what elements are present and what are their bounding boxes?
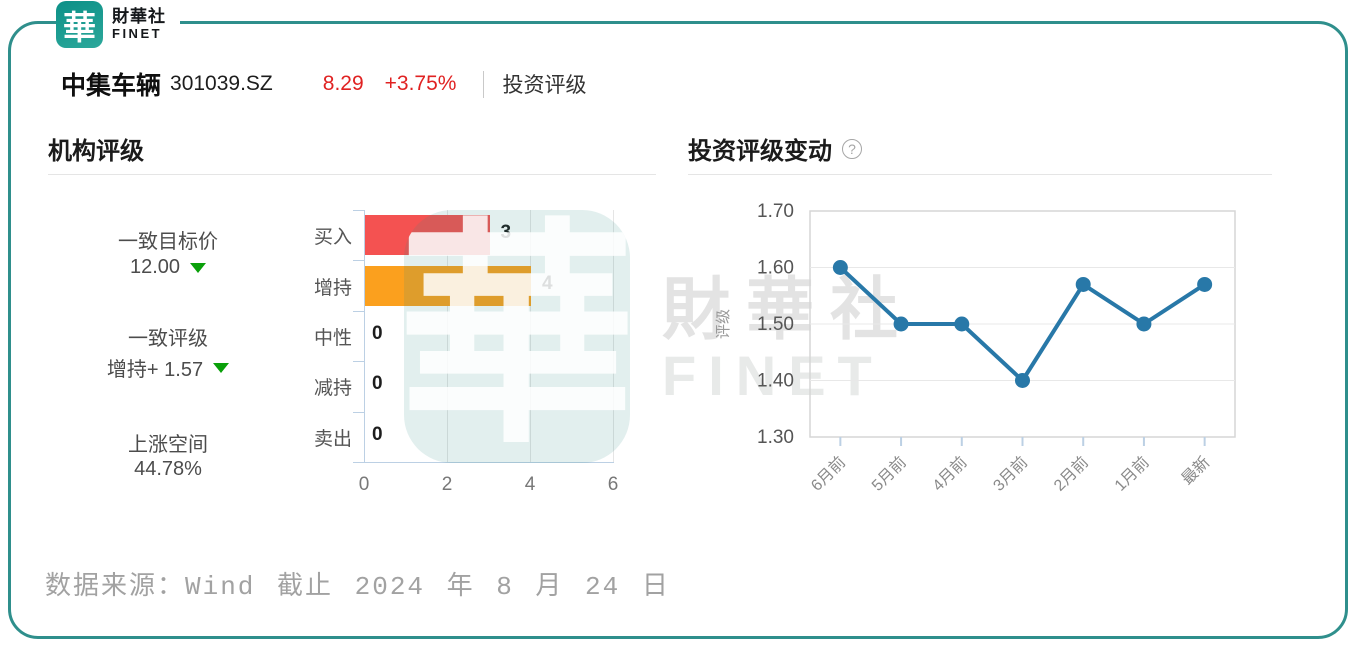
bar-x-tick-label: 4 bbox=[524, 474, 536, 495]
bar-axis-tick bbox=[353, 361, 364, 363]
bar-value-label: 0 bbox=[372, 323, 383, 344]
watermark-text-cn: 財華社 bbox=[662, 272, 915, 348]
stock-price: 8.29 bbox=[322, 72, 364, 95]
bar-x-axis-line bbox=[364, 462, 614, 463]
bar-value-label: 0 bbox=[372, 423, 383, 445]
section-title-rating-change: 投资评级变动 ? bbox=[688, 131, 862, 166]
stat-upside-value: 44.78% bbox=[134, 458, 202, 480]
bar-value-label: 4 bbox=[542, 272, 553, 294]
line-y-tick-label: 1.70 bbox=[757, 201, 794, 222]
stat-target-price-label: 一致目标价 bbox=[118, 231, 218, 253]
line-y-tick-label: 1.30 bbox=[757, 427, 794, 448]
line-x-tick-label: 6月前 bbox=[808, 453, 850, 495]
bar-axis-tick bbox=[353, 260, 364, 262]
stat-consensus-rating-value: 增持+ 1.57 bbox=[68, 353, 268, 382]
tab-investment-rating[interactable]: 投资评级 bbox=[502, 74, 587, 97]
line-data-point bbox=[1197, 276, 1213, 292]
watermark-logo: 華 bbox=[404, 210, 630, 463]
watermark-text-en: FINET bbox=[662, 344, 884, 407]
bar bbox=[365, 265, 531, 306]
bar-x-tick-label: 0 bbox=[358, 474, 370, 495]
line-data-point bbox=[893, 316, 909, 332]
line-x-tick-label: 1月前 bbox=[1111, 453, 1153, 495]
content-card-border bbox=[8, 21, 1348, 639]
bar-gridline bbox=[530, 210, 531, 462]
line-y-tick-label: 1.50 bbox=[757, 314, 794, 335]
down-triangle-icon bbox=[190, 262, 207, 273]
bar-x-tick-label: 2 bbox=[441, 474, 453, 495]
bar-category-label: 减持 bbox=[313, 378, 352, 400]
bar-axis-tick bbox=[353, 310, 364, 312]
bar-category-label: 增持 bbox=[313, 277, 352, 299]
stock-name: 中集车辆 bbox=[61, 72, 162, 100]
line-data-point bbox=[1136, 316, 1152, 332]
logo-brand-cn: 財華社 bbox=[112, 7, 166, 27]
line-data-point bbox=[832, 260, 848, 275]
help-icon[interactable]: ? bbox=[842, 138, 862, 159]
line-x-tick-label: 4月前 bbox=[929, 453, 971, 495]
consensus-rating-value: 增持+ 1.57 bbox=[106, 359, 204, 381]
bar-category-label: 中性 bbox=[313, 328, 352, 349]
bar-category-label: 卖出 bbox=[313, 428, 352, 450]
data-source-note: 数据来源：Wind 截止 2024 年 8 月 24 日 bbox=[45, 572, 670, 602]
line-x-tick-label: 5月前 bbox=[868, 453, 910, 495]
bar-gridline bbox=[613, 210, 614, 462]
stock-header: 中集车辆 301039.SZ 8.29 +3.75% 投资评级 bbox=[61, 66, 586, 102]
stat-target-price-value: 12.00 bbox=[68, 256, 268, 279]
bar-category-label: 买入 bbox=[313, 227, 352, 249]
line-y-axis-label: 评级 bbox=[715, 309, 732, 339]
stat-consensus-rating-label: 一致评级 bbox=[128, 328, 208, 350]
bar-value-label: 3 bbox=[500, 222, 512, 244]
logo-brand-en: FINET bbox=[112, 25, 163, 41]
rating-change-line-chart: 1.30 1.40 1.50 1.60 1.70 评级 6月前 5月前 4月前 3月前 2月前 1月前… bbox=[715, 201, 1236, 495]
line-y-tick-label: 1.60 bbox=[757, 258, 794, 279]
header-divider bbox=[483, 70, 485, 98]
stock-code: 301039.SZ bbox=[170, 72, 273, 95]
bar-gridline bbox=[447, 210, 448, 462]
bar-axis-tick bbox=[353, 462, 364, 463]
stat-upside-label: 上涨空间 bbox=[128, 434, 208, 456]
section-divider-left bbox=[48, 174, 656, 175]
finet-logo-icon: 華 bbox=[56, 1, 103, 48]
line-x-tick-label: 最新 bbox=[1178, 453, 1213, 488]
bar-axis-tick bbox=[353, 411, 364, 413]
line-data-point bbox=[1015, 373, 1030, 388]
watermark-text: 財華社 FINET bbox=[662, 276, 914, 404]
bar-x-tick-label: 6 bbox=[607, 474, 619, 495]
bar-y-axis-line bbox=[364, 210, 365, 463]
logo-text: 財華社 FINET bbox=[103, 4, 180, 45]
line-y-tick-label: 1.40 bbox=[757, 371, 794, 392]
line-x-tick-label: 3月前 bbox=[990, 453, 1032, 495]
target-price-value: 12.00 bbox=[129, 256, 181, 278]
line-data-point bbox=[954, 316, 970, 332]
rating-change-title: 投资评级变动 bbox=[688, 138, 832, 165]
down-triangle-icon bbox=[213, 362, 230, 373]
line-data-point bbox=[1075, 276, 1091, 292]
section-title-institution-rating: 机构评级 bbox=[48, 138, 144, 165]
bar-axis-tick bbox=[353, 210, 364, 211]
line-x-tick-label: 2月前 bbox=[1050, 453, 1092, 495]
watermark-logo-glyph: 華 bbox=[404, 210, 630, 463]
section-divider-right bbox=[688, 174, 1272, 175]
bar bbox=[365, 215, 490, 256]
finet-logo: 華 財華社 FINET bbox=[56, 1, 180, 48]
bar-value-label: 0 bbox=[372, 373, 383, 395]
logo-glyph: 華 bbox=[63, 7, 96, 47]
stock-change-pct: +3.75% bbox=[384, 72, 457, 95]
